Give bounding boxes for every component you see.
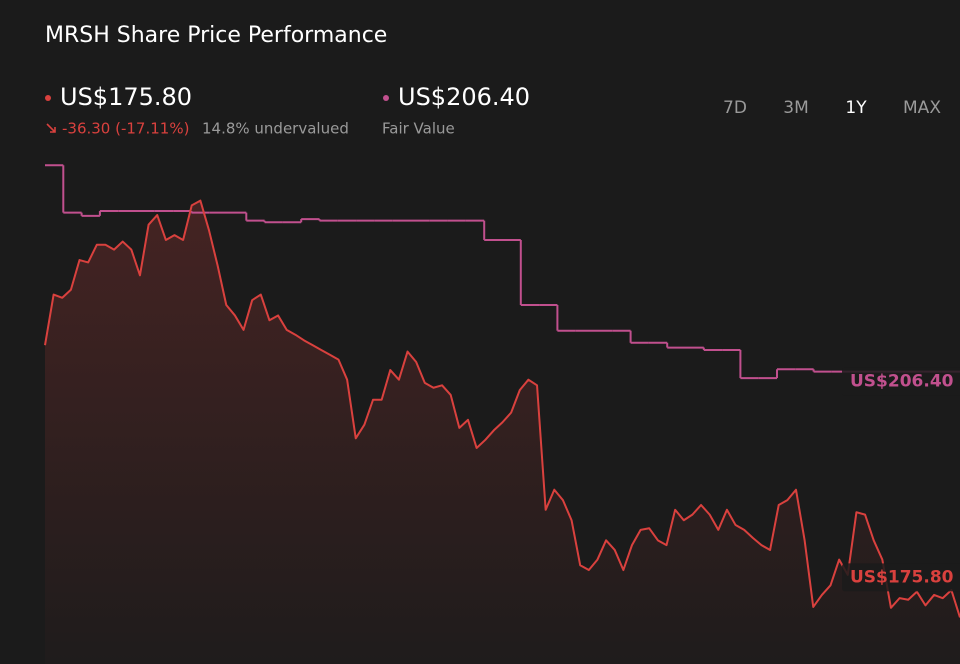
- down-arrow: [46, 123, 56, 133]
- range-tab[interactable]: MAX: [903, 98, 941, 118]
- fair-dot: [383, 95, 389, 101]
- title: MRSH Share Price Performance: [45, 23, 387, 48]
- range-tab[interactable]: 1Y: [845, 98, 867, 118]
- price: US$175.80: [60, 83, 192, 111]
- end-label-bg: [842, 367, 960, 396]
- end-label-bg: [842, 563, 960, 592]
- range-tab[interactable]: 7D: [723, 98, 747, 118]
- fair-value-caption: Fair Value: [382, 120, 455, 138]
- price-line: [44, 199, 960, 618]
- end-label: US$206.40: [850, 372, 954, 392]
- price-change: -36.30 (-17.11%): [62, 120, 189, 138]
- fair-value: US$206.40: [398, 83, 530, 111]
- end-label: US$175.80: [850, 567, 954, 587]
- price-area: [45, 200, 960, 664]
- range-tab[interactable]: 3M: [783, 98, 808, 118]
- price-dot: [45, 95, 51, 101]
- valuation: 14.8% undervalued: [202, 120, 349, 138]
